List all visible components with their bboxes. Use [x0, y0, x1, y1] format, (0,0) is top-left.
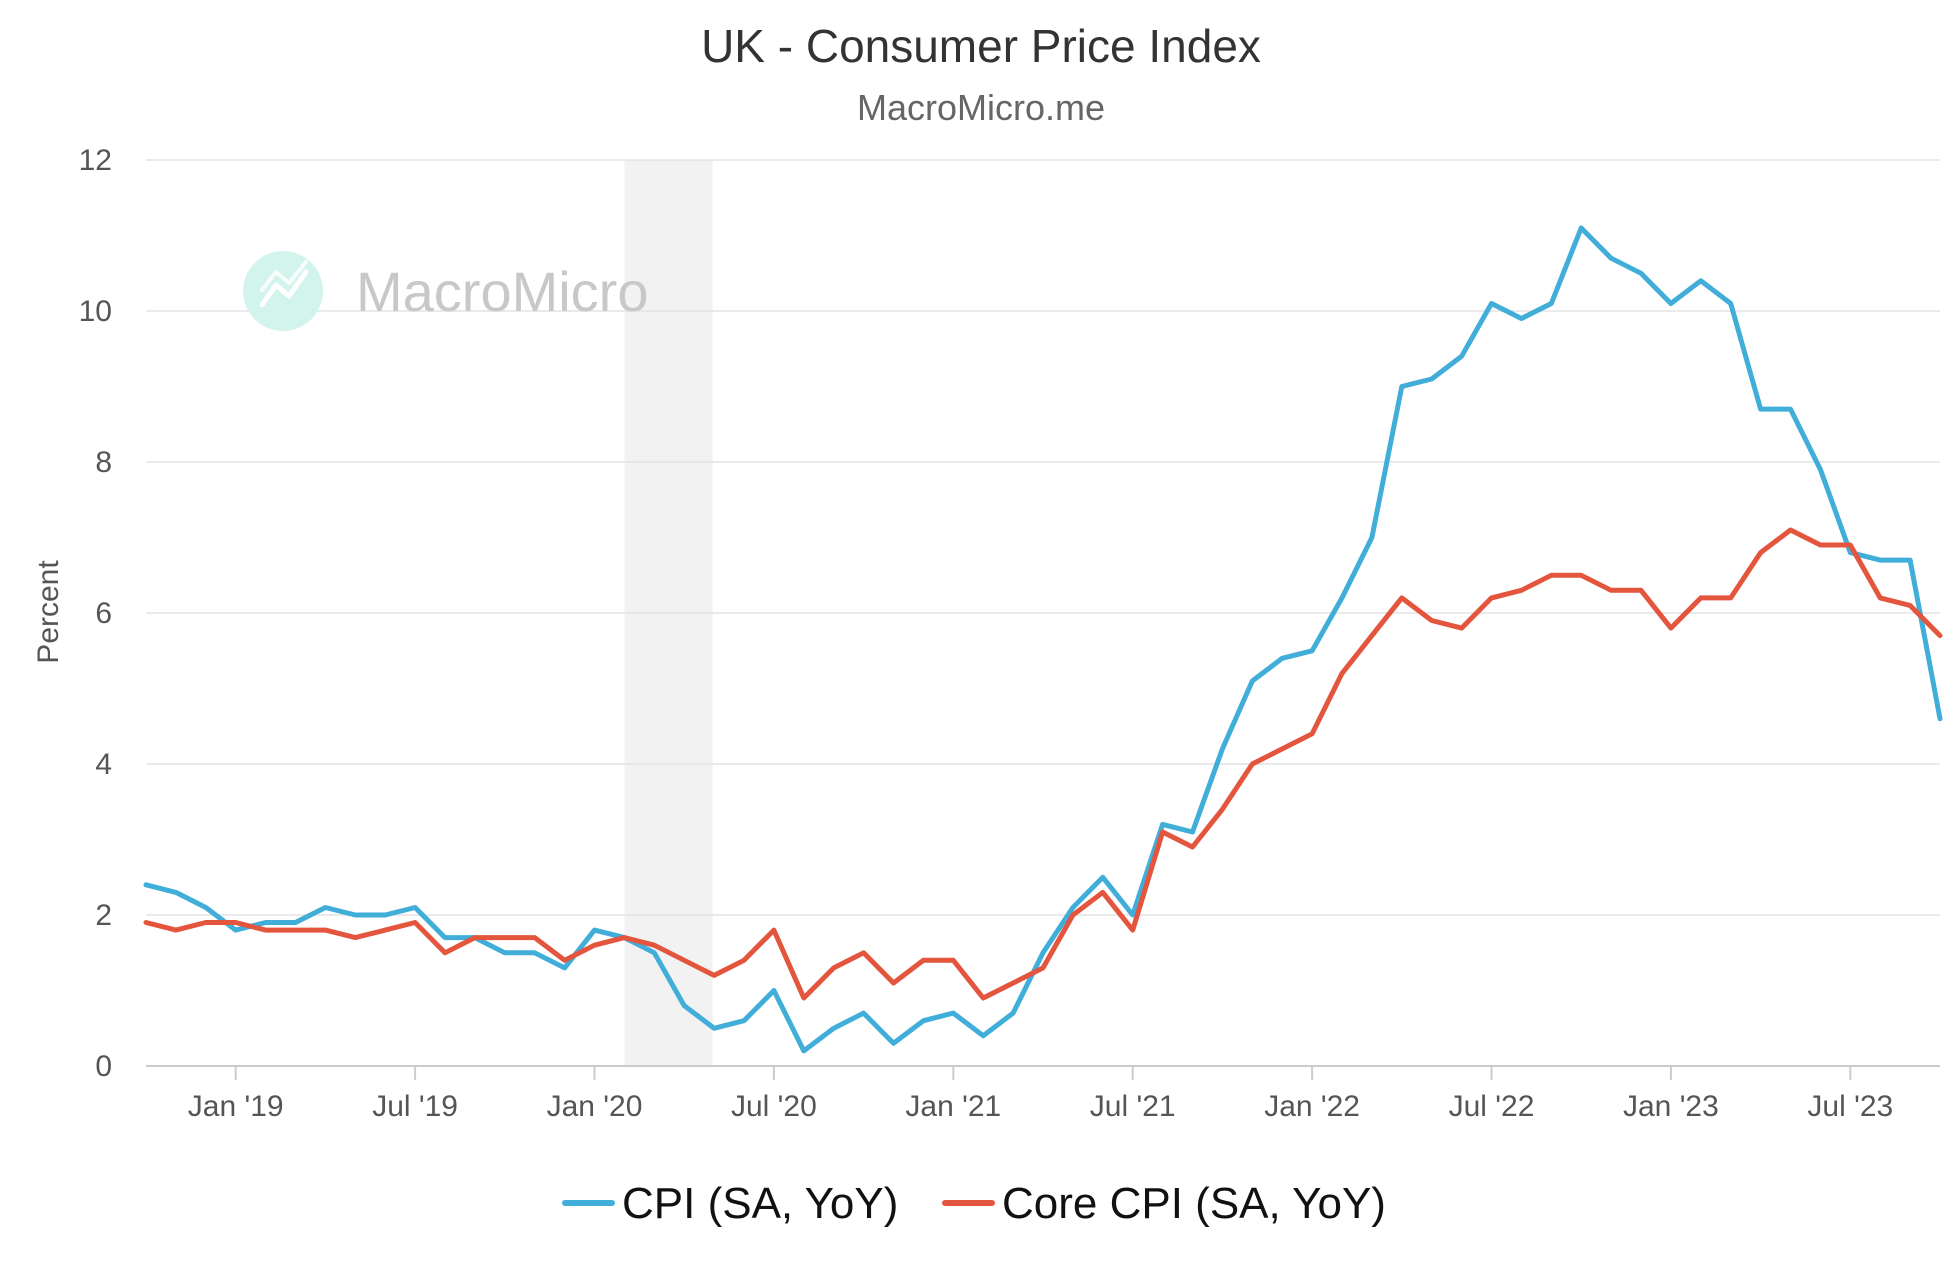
legend-item-cpi[interactable]: CPI (SA, YoY): [562, 1179, 898, 1228]
y-tick-label-12: 12: [79, 144, 112, 177]
y-tick-label-10: 10: [79, 295, 112, 328]
y-tick-label-6: 6: [95, 597, 112, 630]
watermark-logo-line-2: [260, 260, 308, 292]
series-lines: [143, 225, 1943, 1054]
gridlines: [146, 159, 1940, 916]
x-tick-label-5: Jul '21: [1090, 1090, 1176, 1123]
legend: CPI (SA, YoY) Core CPI (SA, YoY): [562, 1179, 1386, 1228]
x-tick-label-7: Jul '22: [1449, 1090, 1535, 1123]
y-tick-label-8: 8: [95, 446, 112, 479]
watermark-text: MacroMicro: [356, 260, 648, 323]
legend-label-cpi: CPI (SA, YoY): [622, 1179, 898, 1228]
series-line-0[interactable]: [143, 225, 1943, 1054]
watermark-logo-line: [259, 269, 309, 308]
axes: 0 2 4 6 8 10 12 Jan '19 Jul '19 Jan '20 Jul '20 Jan…: [79, 144, 1940, 1123]
x-tick-label-1: Jul '19: [372, 1090, 458, 1123]
watermark: MacroMicro: [243, 251, 648, 331]
y-tick-label-4: 4: [95, 748, 112, 781]
y-tick-label-0: 0: [95, 1050, 112, 1083]
series-line-1[interactable]: [143, 527, 1943, 1001]
x-tick-label-2: Jan '20: [547, 1090, 643, 1123]
x-tick-label-3: Jul '20: [731, 1090, 817, 1123]
y-tick-label-2: 2: [95, 899, 112, 932]
chart-title: UK - Consumer Price Index: [701, 20, 1261, 72]
y-axis-label: Percent: [32, 560, 65, 664]
x-tick-label-4: Jan '21: [905, 1090, 1001, 1123]
chart-subtitle: MacroMicro.me: [857, 87, 1105, 128]
x-tick-label-8: Jan '23: [1623, 1090, 1719, 1123]
legend-item-core-cpi[interactable]: Core CPI (SA, YoY): [942, 1179, 1386, 1228]
legend-label-core-cpi: Core CPI (SA, YoY): [1002, 1179, 1386, 1228]
x-tick-label-0: Jan '19: [188, 1090, 284, 1123]
x-tick-label-6: Jan '22: [1264, 1090, 1360, 1123]
x-tick-label-9: Jul '23: [1807, 1090, 1893, 1123]
